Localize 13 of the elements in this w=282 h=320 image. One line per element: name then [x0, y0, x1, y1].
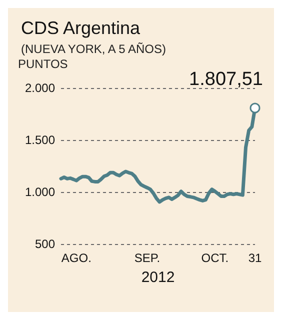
chart-title: CDS Argentina	[21, 18, 142, 38]
x-axis-title: 2012	[141, 269, 175, 286]
y-tick-label: 2.000	[24, 81, 56, 95]
y-tick-label: 500	[34, 237, 56, 251]
x-tick-label: AGO.	[61, 251, 92, 265]
x-tick-label: OCT.	[201, 251, 229, 265]
chart-subtitle: (NUEVA YORK, A 5 AÑOS)	[21, 42, 166, 56]
y-tick-label: 1.000	[24, 185, 56, 199]
x-tick-label: SEP.	[134, 251, 160, 265]
y-axis-title: PUNTOS	[18, 57, 68, 71]
y-tick-label: 1.500	[24, 133, 56, 147]
x-tick-label: 31	[248, 251, 262, 265]
annotation: 1.807,51	[189, 68, 263, 90]
